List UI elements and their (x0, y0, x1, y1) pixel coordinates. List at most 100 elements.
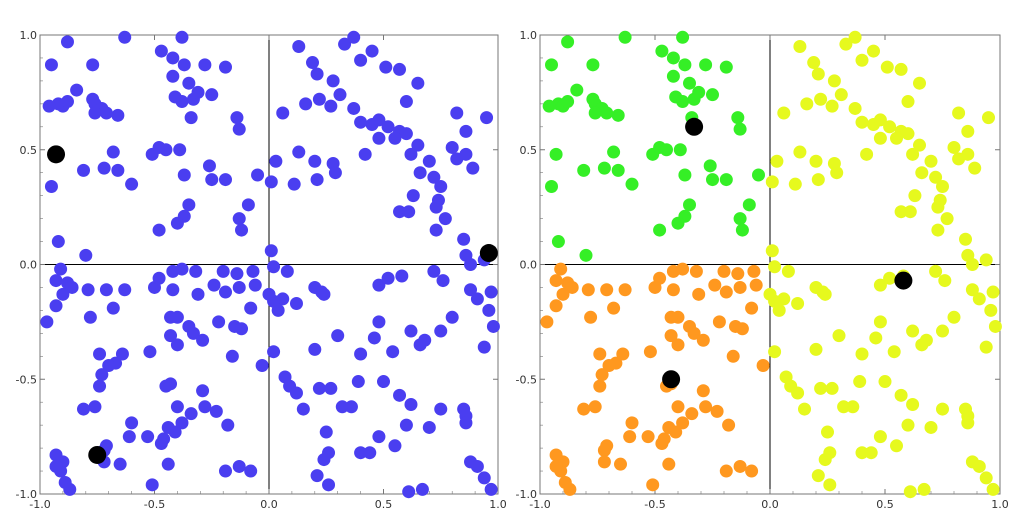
scatter-point (106, 145, 120, 159)
scatter-point (164, 310, 178, 324)
scatter-point (161, 457, 175, 471)
scatter-point (924, 154, 938, 168)
scatter-point (296, 402, 310, 416)
scatter-point (811, 469, 825, 483)
scatter-point (480, 111, 494, 125)
scatter-point (106, 301, 120, 315)
scatter-point (246, 264, 260, 278)
scatter-point (404, 397, 418, 411)
scatter-point (413, 338, 427, 352)
scatter-point (429, 223, 443, 237)
scatter-point (809, 342, 823, 356)
scatter-point (354, 53, 368, 67)
y-tick-label: -0.5 (16, 373, 37, 386)
scatter-point (664, 310, 678, 324)
y-tick-label: -0.5 (516, 373, 537, 386)
scatter-point (393, 205, 407, 219)
scatter-point (666, 51, 680, 65)
scatter-point (597, 161, 611, 175)
scatter-point (821, 425, 834, 439)
scatter-point (175, 416, 189, 430)
scatter-point (427, 170, 441, 184)
scatter-point (683, 76, 696, 90)
scatter-point (344, 400, 358, 414)
scatter-point (310, 67, 324, 81)
scatter-point (602, 358, 616, 372)
scatter-point (207, 278, 221, 292)
scatter-point (251, 168, 265, 182)
scatter-point (464, 283, 478, 297)
scatter-point (308, 154, 322, 168)
scatter-point (848, 101, 862, 115)
scatter-point (235, 322, 249, 336)
scatter-point (867, 44, 880, 58)
scatter-point (846, 400, 860, 414)
scatter-point (99, 106, 113, 120)
scatter-point (883, 271, 897, 285)
scatter-point (676, 416, 690, 430)
scatter-point (745, 464, 759, 478)
scatter-point (459, 416, 473, 430)
scatter-point (125, 177, 139, 191)
scatter-point (689, 264, 703, 278)
scatter-point (607, 301, 621, 315)
scatter-point (855, 446, 869, 460)
scatter-point (816, 285, 830, 299)
scatter-point (873, 430, 887, 444)
scatter-point (406, 189, 420, 203)
scatter-point (44, 58, 58, 72)
scatter-point (710, 404, 724, 418)
scatter-point (986, 285, 1000, 299)
scatter-point (404, 147, 418, 161)
scatter-point (363, 446, 377, 460)
scatter-point (331, 329, 345, 343)
scatter-point (703, 159, 717, 173)
scatter-point (184, 111, 198, 125)
scatter-point (664, 329, 678, 343)
scatter-point (719, 173, 733, 187)
scatter-point (170, 400, 184, 414)
scatter-point (49, 299, 63, 313)
x-tick-label: 1.0 (991, 498, 1009, 511)
scatter-point (936, 402, 949, 416)
scatter-point (972, 292, 986, 306)
scatter-point (749, 278, 763, 292)
scatter-point (141, 430, 155, 444)
scatter-point (542, 99, 556, 113)
scatter-point (961, 147, 975, 161)
scatter-point (830, 166, 844, 180)
x-tick-label: 0.5 (876, 498, 894, 511)
scatter-point (809, 154, 823, 168)
scatter-point (166, 51, 180, 65)
centroid-point (479, 244, 498, 263)
scatter-point (79, 248, 93, 262)
scatter-point (86, 58, 100, 72)
scatter-point (646, 478, 660, 492)
scatter-point (791, 386, 805, 400)
scatter-point (984, 303, 998, 317)
scatter-point (312, 381, 326, 395)
scatter-point (402, 485, 416, 499)
scatter-point (333, 88, 347, 102)
scatter-point (287, 177, 301, 191)
scatter-point (191, 287, 205, 301)
scatter-point (267, 260, 281, 274)
left-scatter-panel: -1.0 -0.5 0.0 0.5 1.0 -1.0 -0.5 0.0 0.5 1.0 (16, 29, 507, 511)
scatter-point (979, 340, 993, 354)
scatter-point (65, 280, 79, 294)
scatter-point (161, 420, 175, 434)
scatter-point (655, 437, 669, 451)
scatter-point (929, 264, 943, 278)
scatter-point (218, 464, 232, 478)
scatter-point (940, 212, 954, 226)
scatter-point (676, 262, 690, 276)
scatter-point (388, 439, 402, 453)
scatter-point (395, 269, 409, 283)
scatter-point (450, 106, 464, 120)
scatter-point (264, 175, 278, 189)
scatter-point (653, 223, 667, 237)
scatter-point (883, 120, 897, 134)
scatter-point (198, 58, 212, 72)
scatter-point (873, 315, 887, 329)
scatter-point (386, 345, 400, 359)
